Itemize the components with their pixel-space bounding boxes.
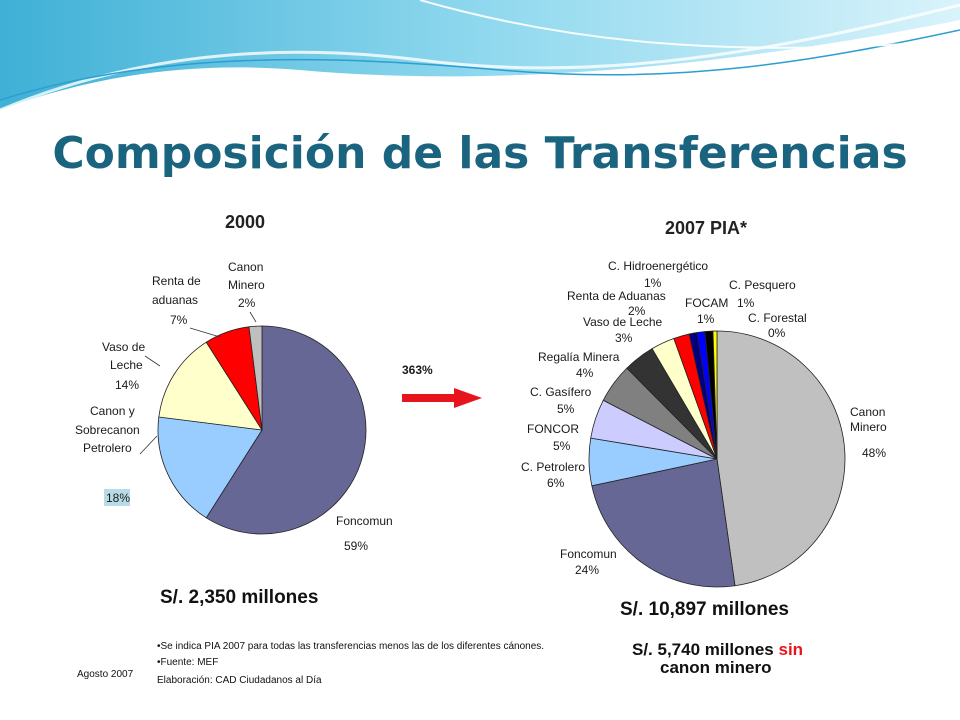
label-2007-canon-2: Minero <box>850 420 887 434</box>
label-2007-foncomun: Foncomun <box>560 547 617 561</box>
pie-2007-slice-foncomun <box>591 458 736 588</box>
pct-2007-gasifero: 5% <box>557 402 575 416</box>
pct-2007-focam: 1% <box>737 296 755 310</box>
label-2000-canon-y-3: Petrolero <box>83 441 132 455</box>
pct-2007-canon: 48% <box>862 446 886 460</box>
note-line-2: •Fuente: MEF <box>157 657 219 668</box>
label-2000-renta-2: aduanas <box>152 293 198 307</box>
pct-2007-regalia: 4% <box>576 366 594 380</box>
label-2007-forestal: C. Forestal <box>748 311 807 325</box>
pie-2007-slice-c-forestal <box>712 330 718 460</box>
red-arrow-icon <box>402 388 482 408</box>
pct-2000-renta: 7% <box>170 313 188 327</box>
pct-2000-canon-y: 18% <box>106 491 130 505</box>
total-2007: S/. 10,897 millones <box>620 599 789 620</box>
pct-2000-vaso: 14% <box>115 378 139 392</box>
note-date: Agosto 2007 <box>77 669 134 680</box>
label-2007-foncor: FONCOR <box>527 422 579 436</box>
pct-2007-hidro: 1% <box>644 276 662 290</box>
pie-2000-slice-vaso-de-leche <box>158 341 263 431</box>
pct-2007-foncor: 5% <box>553 439 571 453</box>
label-2000-canon-y-1: Canon y <box>90 404 135 418</box>
note-line-1: •Se indica PIA 2007 para todas las trans… <box>157 641 545 652</box>
arrow-label: 363% <box>402 363 433 377</box>
pie-chart-2007 <box>588 330 846 588</box>
pie-chart-2000 <box>157 325 367 535</box>
pct-2007-vaso: 3% <box>615 331 633 345</box>
chart-figure: 2000 2007 PIA* Canon Minero 2% Renta de … <box>60 196 900 696</box>
chart-title-2000: 2000 <box>225 212 265 232</box>
pie-2000-slice-canon-y-sobrecanon-petrolero <box>157 416 263 519</box>
label-2000-vaso-1: Vaso de <box>102 340 145 354</box>
label-2007-regalia: Regalía Minera <box>538 350 620 364</box>
label-2007-renta: Renta de Aduanas <box>567 289 666 303</box>
label-2007-gasifero: C. Gasífero <box>530 385 592 399</box>
label-2007-hidro: C. Hidroenergético <box>608 259 708 273</box>
pct-2000-canon-minero: 2% <box>238 296 256 310</box>
label-2000-vaso-2: Leche <box>110 358 143 372</box>
label-2000-renta-1: Renta de <box>152 274 201 288</box>
label-2000-canon-minero-2: Minero <box>228 278 265 292</box>
pct-2007-pesquero-val: 1% <box>697 312 715 326</box>
total-2007-sin-canon: S/. 5,740 millones sin <box>632 640 804 659</box>
label-2000-foncomun: Foncomun <box>336 514 393 528</box>
pct-2007-foncomun: 24% <box>575 563 599 577</box>
label-2000-canon-y-2: Sobrecanon <box>75 423 140 437</box>
total-2007-sin-canon-suffix: canon minero <box>660 658 772 677</box>
label-2007-petrolero: C. Petrolero <box>521 460 585 474</box>
label-2007-pesquero: C. Pesquero <box>729 278 796 292</box>
label-2007-focam: FOCAM <box>685 296 728 310</box>
label-2007-canon-1: Canon <box>850 405 885 419</box>
pct-2007-petrolero: 6% <box>547 476 565 490</box>
pie-2000-slice-foncomun <box>205 325 367 535</box>
total-2000: S/. 2,350 millones <box>160 587 319 608</box>
page-title: Composición de las Transferencias <box>52 128 908 179</box>
pie-2007-slice-canon-minero <box>716 330 846 587</box>
pct-2007-forestal: 0% <box>768 326 786 340</box>
chart-title-2007: 2007 PIA* <box>665 218 747 238</box>
pct-2007-renta: 2% <box>628 304 646 318</box>
label-2007-vaso: Vaso de Leche <box>583 315 662 329</box>
pie-2000-slice-canon-minero <box>248 325 263 431</box>
pct-2000-foncomun: 59% <box>344 539 368 553</box>
label-2000-canon-minero-1: Canon <box>228 260 263 274</box>
pie-charts: 2000 2007 PIA* Canon Minero 2% Renta de … <box>75 212 887 588</box>
header-wave-decoration <box>0 0 960 112</box>
note-line-3: Elaboración: CAD Ciudadanos al Día <box>157 675 322 686</box>
